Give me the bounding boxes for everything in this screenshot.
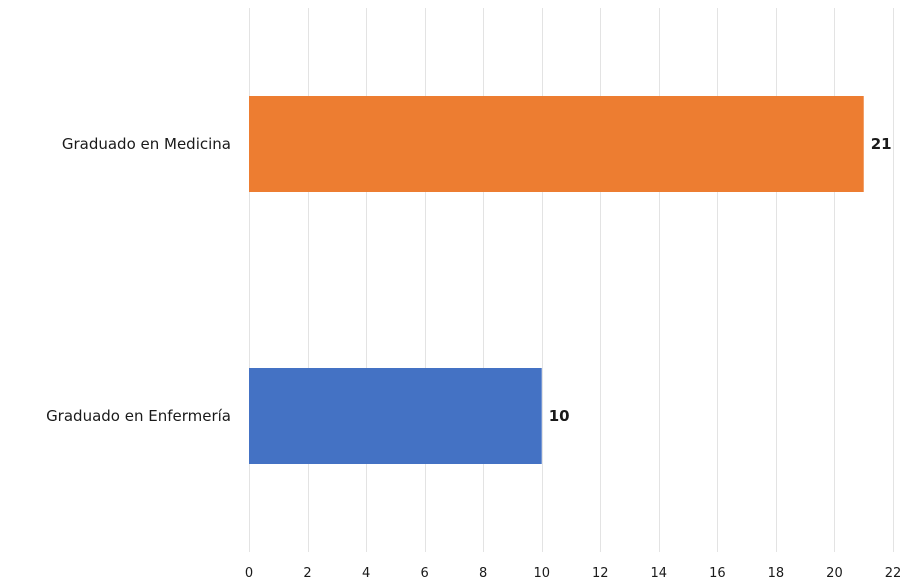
x-tick-label: 2: [303, 566, 311, 581]
data-label: 21: [871, 135, 892, 153]
x-tick-label: 0: [245, 566, 253, 581]
x-tick-label: 14: [651, 566, 668, 581]
x-tick-label: 18: [768, 566, 785, 581]
x-tick-label: 12: [592, 566, 609, 581]
x-tick-label: 22: [885, 566, 902, 581]
category-label: Graduado en Medicina: [62, 135, 231, 153]
bar-1: [249, 96, 864, 192]
x-tick-label: 6: [420, 566, 428, 581]
labels: 0 2 4 6 8 10 12 14 16 18 20 22 Graduado en Medicina 2…: [46, 135, 901, 581]
grid-lines: [249, 8, 894, 552]
x-tick-label: 8: [479, 566, 487, 581]
bars: [249, 96, 864, 464]
x-tick-label: 16: [709, 566, 726, 581]
bar-2: [249, 368, 542, 464]
x-tick-label: 4: [362, 566, 370, 581]
data-label: 10: [549, 407, 570, 425]
category-label: Graduado en Enfermería: [46, 407, 231, 425]
x-tick-label: 20: [826, 566, 843, 581]
x-tick-label: 10: [533, 566, 550, 581]
